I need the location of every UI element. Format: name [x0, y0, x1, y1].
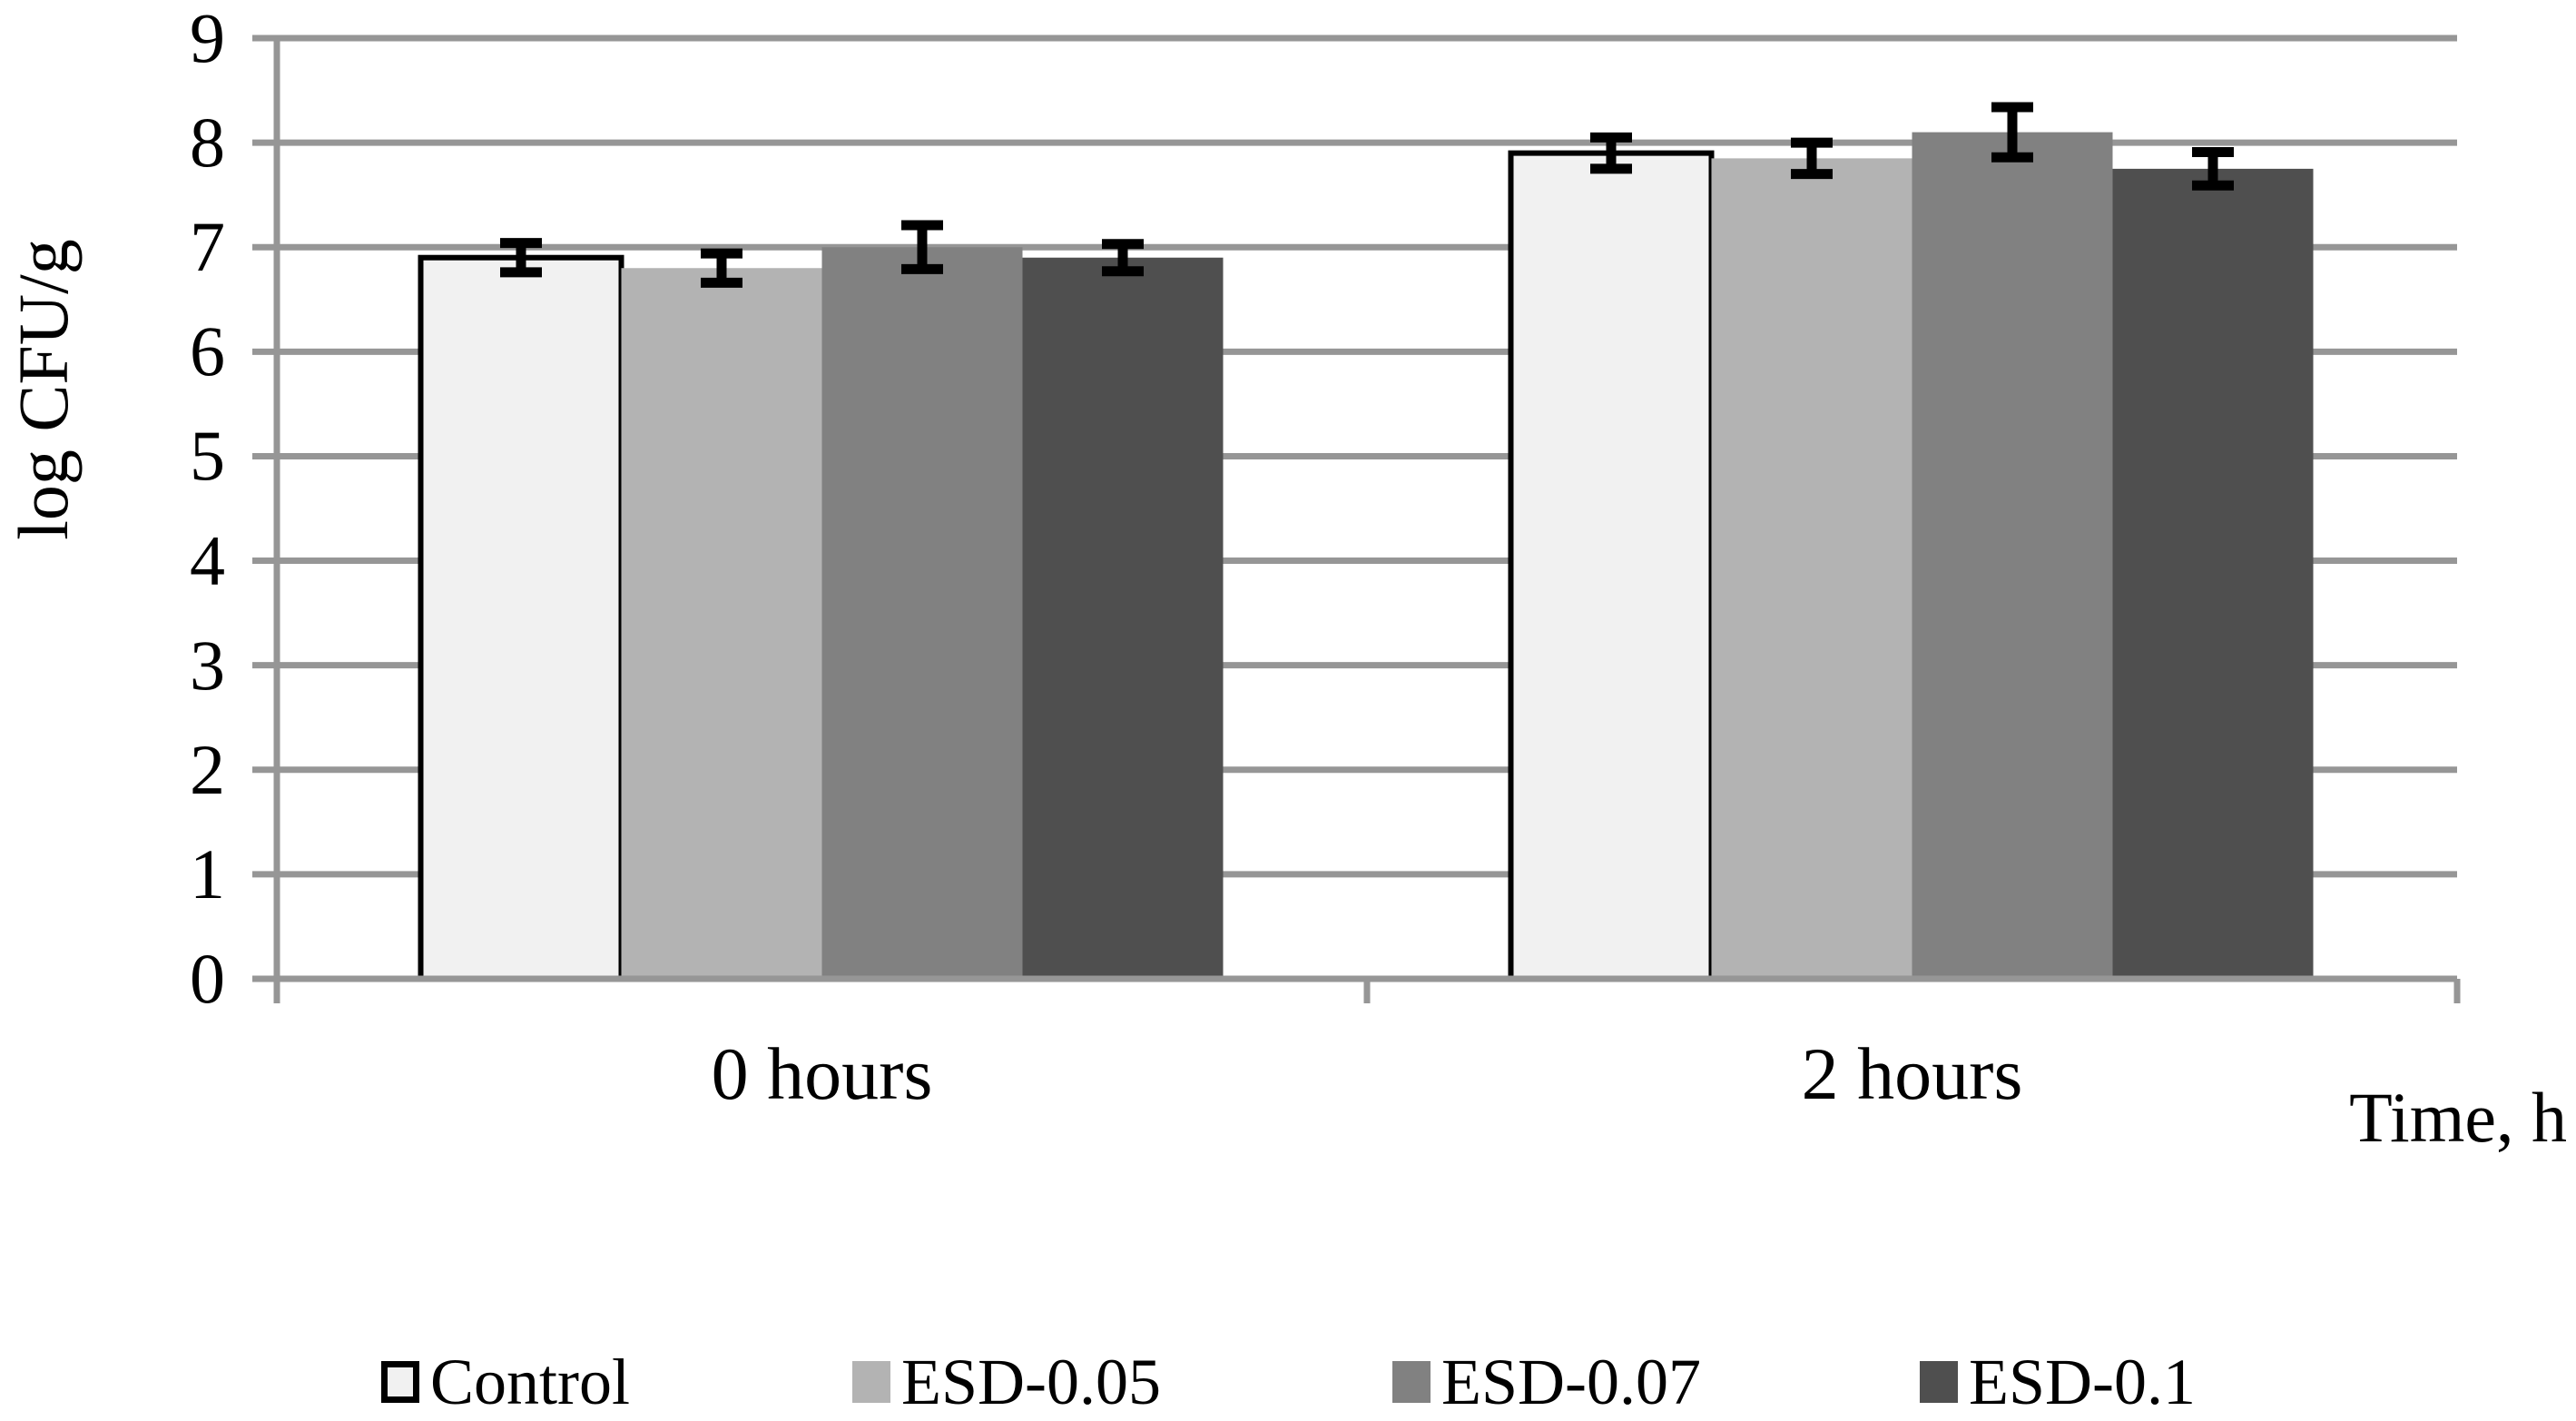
legend-swatch	[1920, 1361, 1958, 1403]
y-tick-label: 3	[190, 625, 225, 705]
y-tick-label: 9	[190, 0, 225, 77]
legend-swatch	[1392, 1361, 1431, 1403]
y-tick-label: 8	[190, 103, 225, 183]
legend-item-esd-0-05: ESD-0.05	[852, 1342, 1161, 1421]
y-tick-label: 0	[190, 939, 225, 1018]
legend-item-esd-0-1: ESD-0.1	[1920, 1342, 2196, 1421]
legend-label: ESD-0.07	[1441, 1346, 1701, 1418]
legend-label: Control	[430, 1346, 631, 1418]
legend-swatch	[381, 1361, 419, 1403]
y-tick-label: 6	[190, 311, 225, 391]
y-axis-title: log CFU/g	[4, 239, 83, 540]
y-tick-label: 4	[190, 520, 225, 600]
y-tick-label: 7	[190, 207, 225, 287]
y-tick-label: 1	[190, 834, 225, 913]
y-tick-label: 5	[190, 416, 225, 496]
x-tick-label: 2 hours	[1801, 1032, 2023, 1115]
x-tick-label: 0 hours	[711, 1032, 933, 1115]
legend-item-esd-0-07: ESD-0.07	[1392, 1342, 1701, 1421]
legend-label: ESD-0.05	[901, 1346, 1161, 1418]
y-tick-label: 2	[190, 729, 225, 809]
x-axis-title: Time, h	[2349, 1078, 2567, 1157]
legend-swatch	[852, 1361, 890, 1403]
legend-item-control: Control	[381, 1342, 630, 1421]
legend-label: ESD-0.1	[1969, 1346, 2196, 1418]
